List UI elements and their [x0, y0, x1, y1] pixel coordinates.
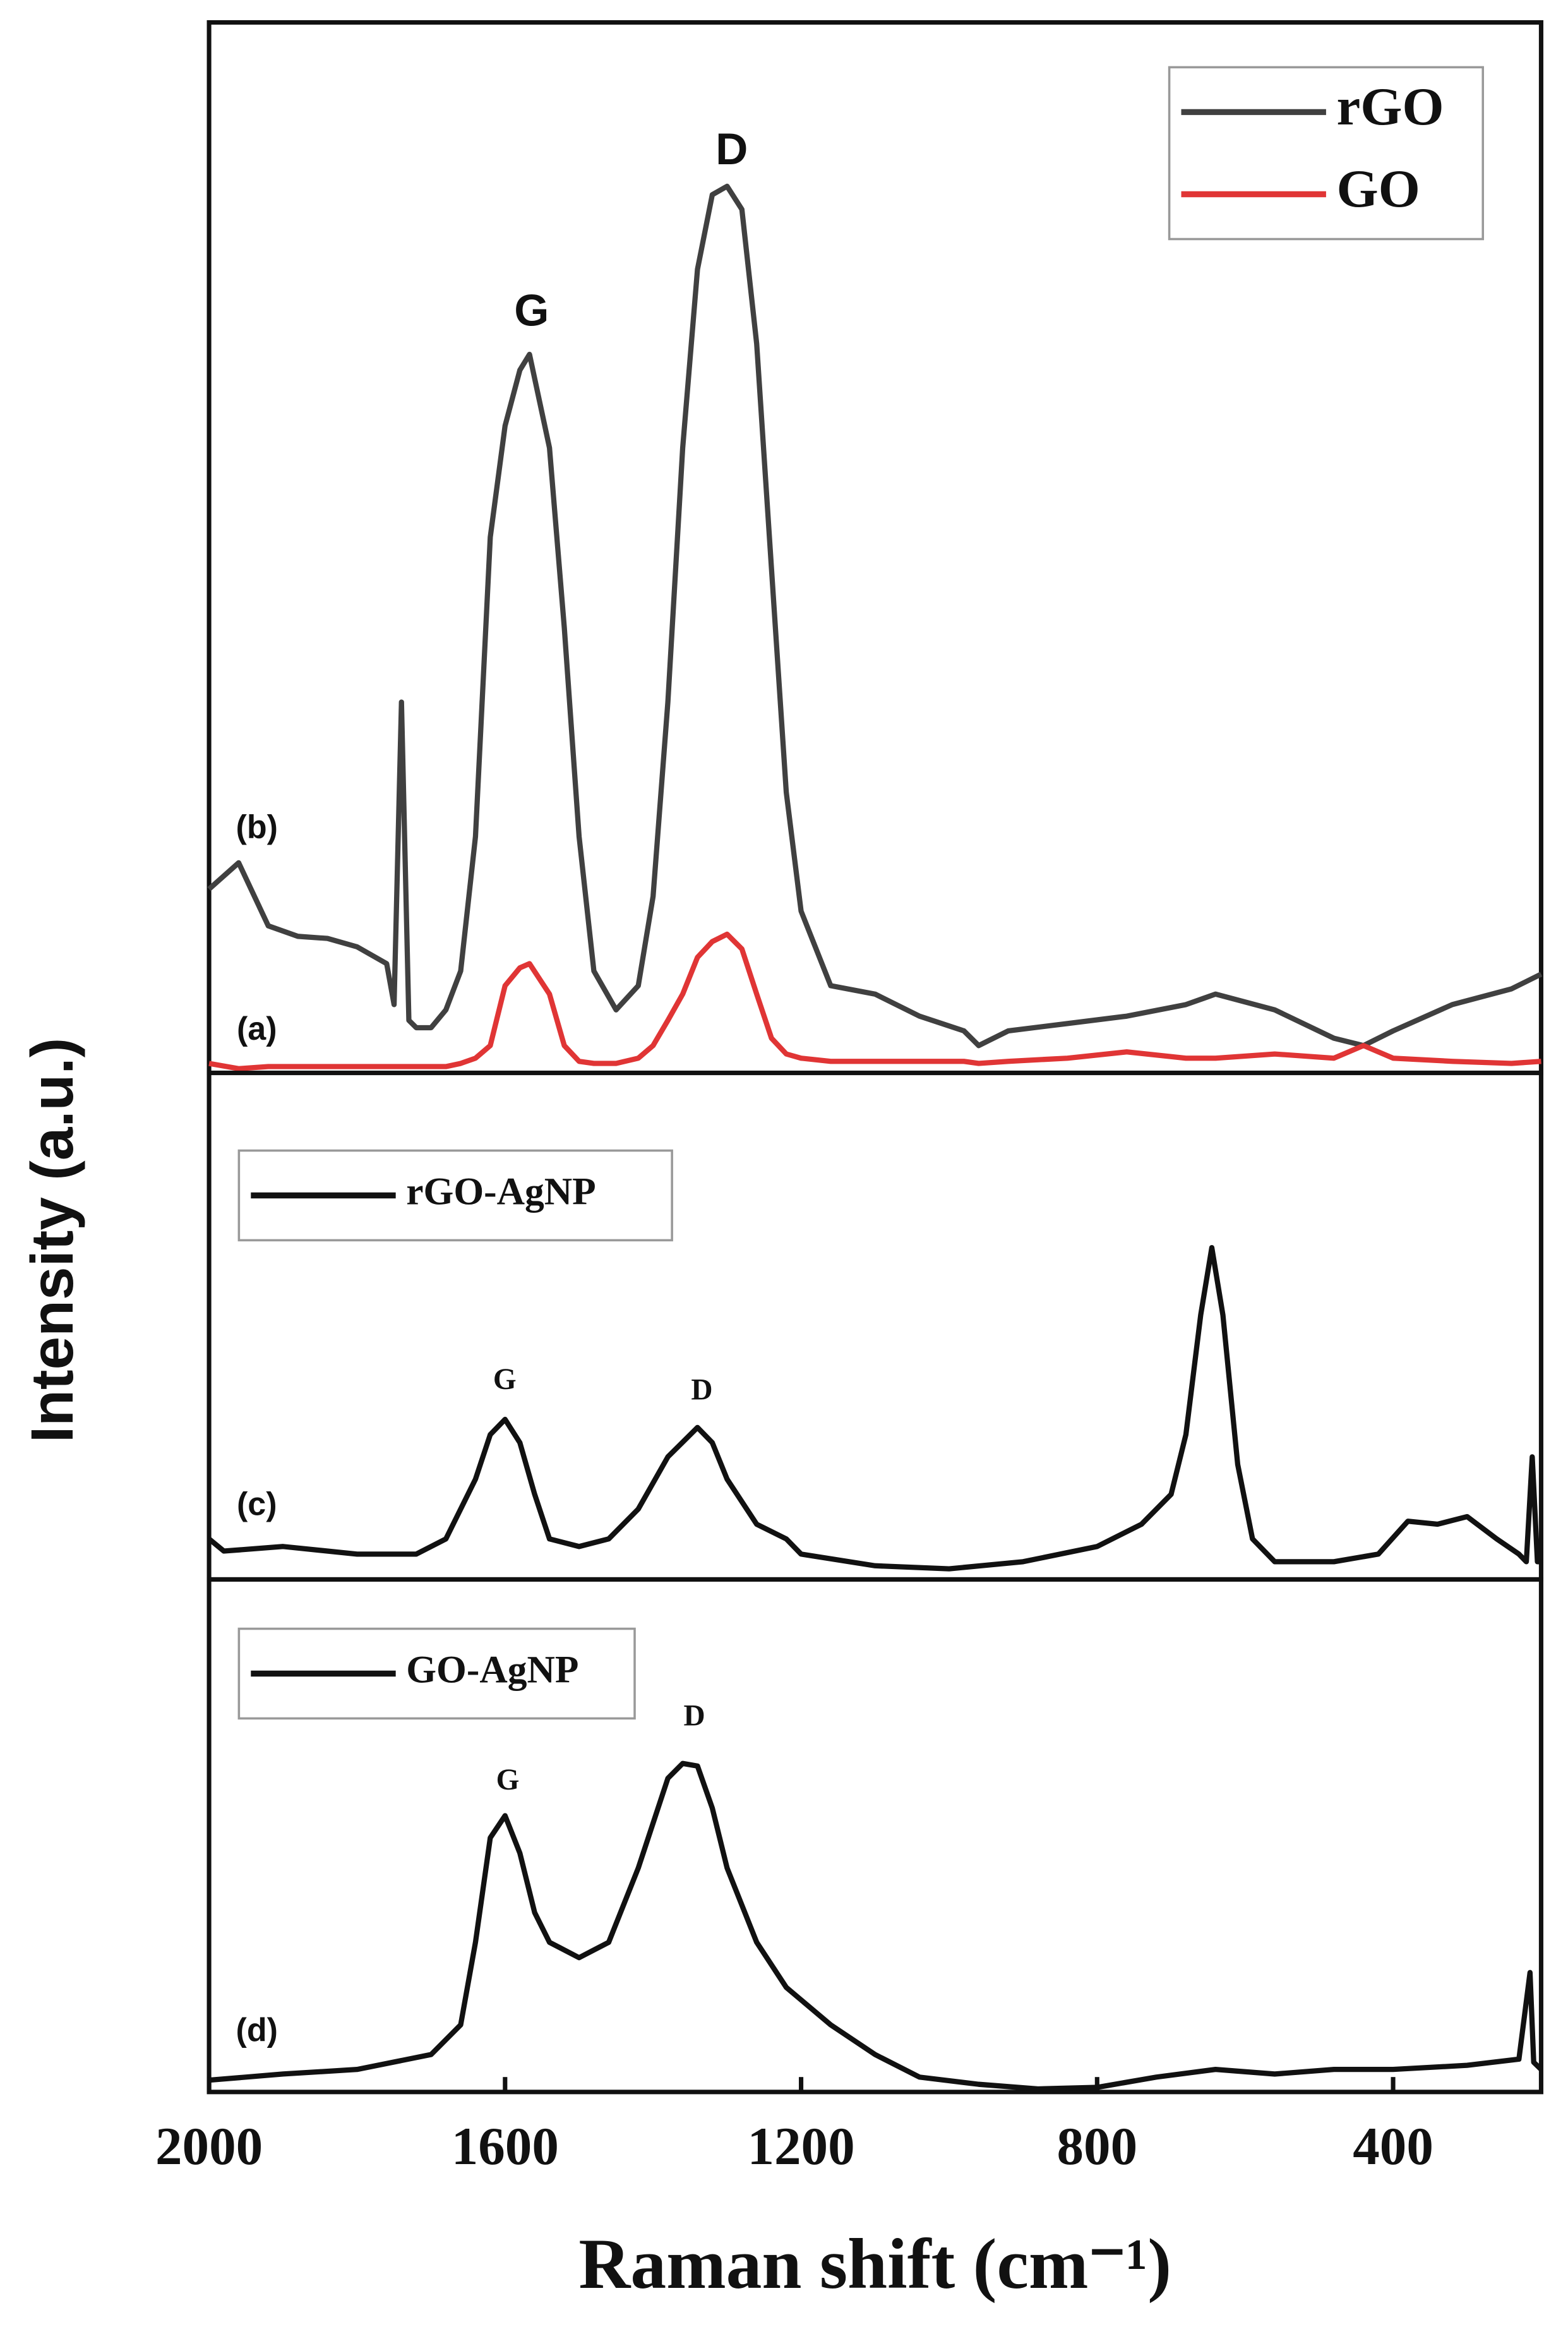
legend-label: rGO — [1336, 77, 1444, 136]
annotation: D — [691, 1374, 712, 1407]
x-tick-label: 400 — [1353, 2117, 1433, 2176]
annotation: G — [493, 1363, 517, 1396]
plot-frame — [206, 1577, 1543, 2095]
annotation: D — [684, 1699, 705, 1732]
annotation: G — [496, 1764, 520, 1796]
annotation: G — [514, 286, 549, 336]
legend-label: GO-AgNP — [406, 1649, 578, 1692]
y-axis-label: Intensity (a.u.) — [19, 1038, 86, 1443]
series-line — [207, 1245, 1541, 1572]
x-tick-label: 1200 — [747, 2117, 854, 2176]
annotation: D — [715, 124, 748, 174]
annotation: (b) — [236, 809, 278, 846]
series-line — [208, 931, 1541, 1071]
x-tick-label: 2000 — [155, 2117, 263, 2176]
x-tick-label: 800 — [1056, 2117, 1137, 2176]
annotation: (a) — [237, 1011, 277, 1047]
legend-label: rGO-AgNP — [406, 1170, 595, 1213]
plot-frame — [206, 1070, 1543, 1582]
x-tick-label: 1600 — [452, 2117, 559, 2176]
legend-box — [1168, 66, 1484, 241]
series-line — [208, 1760, 1543, 2092]
annotation: (c) — [237, 1486, 277, 1522]
legend-label: GO — [1336, 159, 1420, 219]
series-line — [207, 183, 1543, 1049]
annotation: (d) — [236, 2012, 278, 2048]
x-axis-label: Raman shift (cm⁻¹) — [578, 2224, 1171, 2304]
